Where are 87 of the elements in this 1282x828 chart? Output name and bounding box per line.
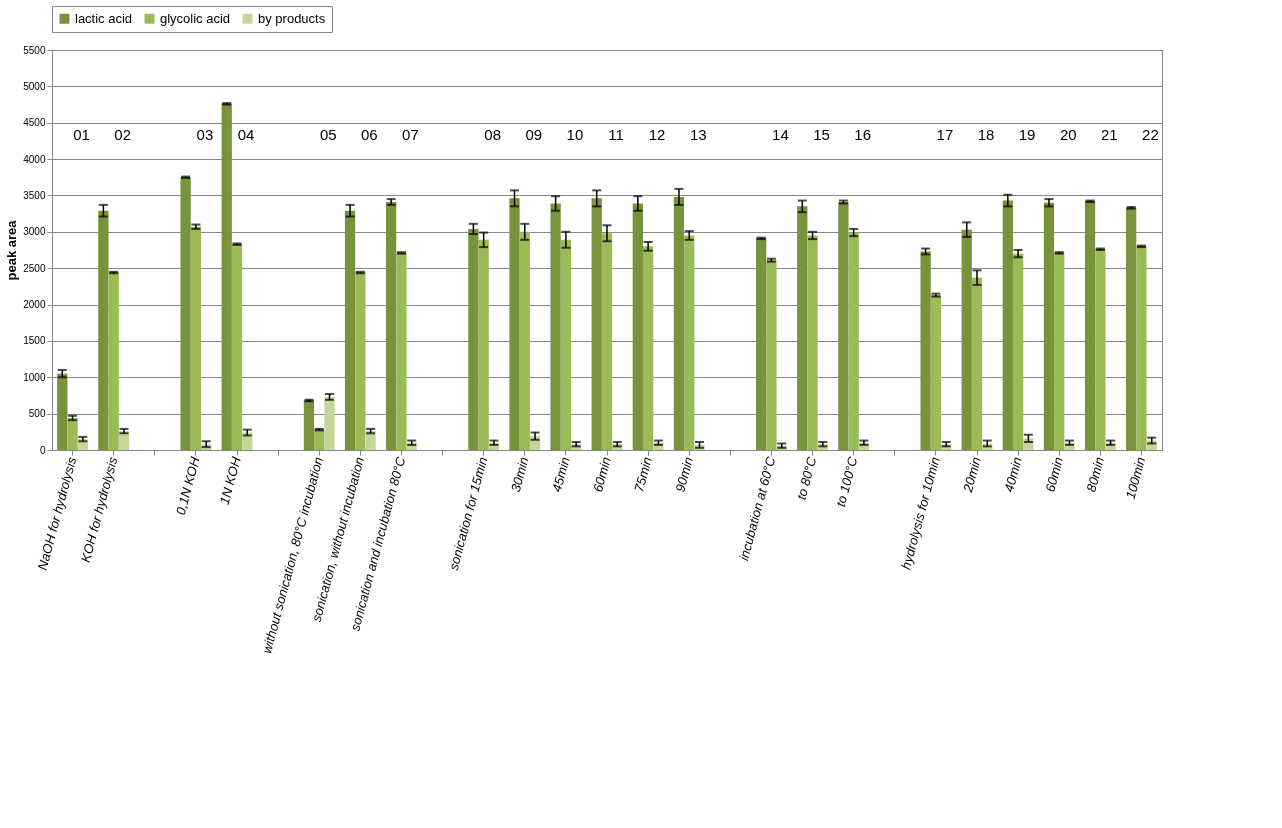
bar bbox=[1126, 207, 1137, 450]
bar bbox=[560, 239, 572, 450]
annotation: 11 bbox=[608, 126, 624, 143]
bar bbox=[231, 244, 243, 450]
annotation: 10 bbox=[566, 126, 584, 143]
bar bbox=[221, 103, 232, 450]
annotation: 13 bbox=[689, 126, 707, 143]
x-tick-label: 30min bbox=[507, 455, 532, 494]
bar bbox=[930, 295, 942, 450]
annotation: 08 bbox=[484, 126, 502, 143]
y-tick-label: 2500 bbox=[23, 262, 46, 274]
bar bbox=[673, 196, 685, 450]
annotation: 12 bbox=[648, 126, 666, 143]
bar bbox=[1136, 246, 1147, 450]
bar bbox=[591, 198, 602, 450]
x-tick-label: to 80°C bbox=[793, 454, 820, 502]
bar bbox=[550, 203, 561, 450]
legend-label: lactic acid bbox=[75, 10, 133, 26]
annotation: 09 bbox=[525, 126, 543, 143]
bar bbox=[519, 231, 530, 450]
annotation: 17 bbox=[936, 126, 954, 143]
annotation: 01 bbox=[73, 126, 90, 143]
bar bbox=[1002, 200, 1013, 450]
bar bbox=[961, 229, 972, 450]
x-tick-label: 45min bbox=[548, 455, 573, 494]
y-tick-label: 4000 bbox=[23, 153, 46, 165]
bar bbox=[355, 272, 366, 450]
bar bbox=[838, 202, 849, 450]
y-tick-label: 5500 bbox=[23, 44, 46, 56]
x-tick-label: 60min bbox=[1042, 455, 1066, 494]
annotation: 06 bbox=[360, 126, 378, 143]
bar bbox=[509, 198, 520, 450]
y-tick-label: 4500 bbox=[23, 117, 46, 129]
x-tick-label: 20min bbox=[959, 455, 984, 495]
bar bbox=[642, 246, 654, 450]
bar bbox=[344, 210, 356, 450]
y-axis-title: peak area bbox=[4, 219, 20, 281]
y-tick-label: 1500 bbox=[23, 335, 46, 347]
x-tick-label: 60min bbox=[590, 455, 614, 494]
x-tick-label: sonication for 15min bbox=[445, 455, 491, 572]
annotation: 19 bbox=[1018, 126, 1036, 143]
annotation: 07 bbox=[402, 126, 419, 143]
x-tick-label: 1N KOH bbox=[216, 454, 244, 507]
annotation: 04 bbox=[237, 126, 255, 143]
y-tick-label: 500 bbox=[28, 408, 46, 420]
y-tick-label: 1000 bbox=[23, 371, 46, 383]
x-tick-label: 80min bbox=[1083, 455, 1108, 494]
bar bbox=[601, 233, 613, 450]
annotation: 02 bbox=[114, 126, 132, 143]
bar bbox=[396, 252, 407, 450]
x-tick-label: to 100°C bbox=[832, 454, 861, 509]
bar bbox=[98, 210, 109, 450]
x-tick-label: 0,1N KOH bbox=[172, 454, 203, 517]
annotation: 22 bbox=[1142, 126, 1159, 143]
y-tick-label: 0 bbox=[39, 444, 46, 456]
annotation: 18 bbox=[977, 126, 995, 143]
legend-label: by products bbox=[258, 10, 326, 26]
y-tick-label: 5000 bbox=[23, 80, 46, 92]
x-tick-label: 90min bbox=[672, 455, 696, 494]
bar bbox=[314, 429, 325, 450]
annotation: 15 bbox=[813, 126, 830, 143]
bar bbox=[478, 239, 489, 450]
legend-label: glycolic acid bbox=[160, 10, 231, 26]
bar bbox=[766, 260, 777, 450]
annotation: 16 bbox=[854, 126, 872, 143]
bar bbox=[1084, 201, 1096, 450]
annotation: 20 bbox=[1059, 126, 1077, 143]
annotation: 21 bbox=[1100, 126, 1118, 143]
bar bbox=[180, 177, 191, 450]
bar bbox=[797, 206, 808, 450]
bar bbox=[303, 400, 315, 450]
x-tick-label: 75min bbox=[631, 455, 655, 494]
bar bbox=[1054, 252, 1065, 450]
bar bbox=[1095, 249, 1106, 450]
bar bbox=[108, 272, 119, 450]
annotation: 05 bbox=[319, 126, 337, 143]
y-tick-label: 2000 bbox=[23, 299, 46, 311]
y-tick-label: 3000 bbox=[23, 226, 46, 238]
bar bbox=[971, 277, 983, 450]
x-tick-label: 40min bbox=[1001, 455, 1025, 494]
bar bbox=[468, 228, 479, 450]
bar bbox=[632, 203, 643, 450]
annotation: 14 bbox=[772, 126, 789, 143]
x-tick-label: 100min bbox=[1122, 455, 1149, 501]
y-tick-label: 3500 bbox=[23, 189, 46, 201]
bar bbox=[756, 238, 767, 450]
annotation: 03 bbox=[196, 126, 214, 143]
